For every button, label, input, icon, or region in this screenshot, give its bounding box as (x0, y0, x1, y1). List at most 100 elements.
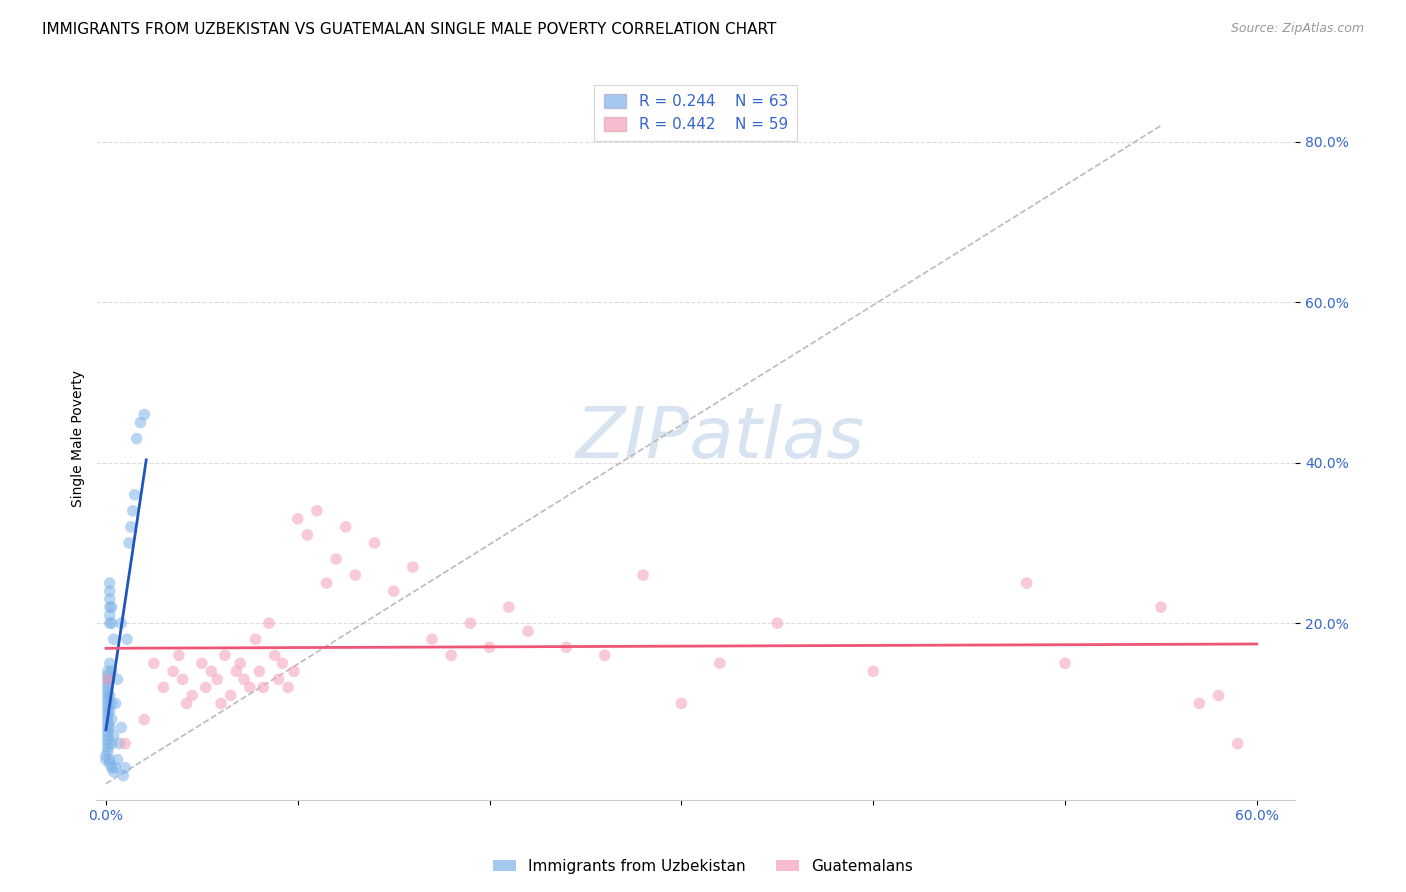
Point (257, 616, 280, 631)
Point (110, 721, 132, 735)
Point (209, 697, 232, 711)
Point (440, 648, 463, 663)
Point (593, 648, 616, 663)
Point (97, 732, 120, 747)
Point (1053, 657, 1076, 671)
Point (97, 700, 120, 714)
Point (100, 665, 122, 679)
Point (1208, 689, 1230, 703)
Point (100, 737, 122, 751)
Point (100, 600, 122, 615)
Point (200, 665, 222, 679)
Text: Source: ZipAtlas.com: Source: ZipAtlas.com (1230, 22, 1364, 36)
Point (263, 648, 285, 663)
Point (100, 616, 122, 631)
Point (97, 684, 120, 698)
Text: ZIPatlas: ZIPatlas (575, 404, 865, 473)
Legend: Immigrants from Uzbekistan, Guatemalans: Immigrants from Uzbekistan, Guatemalans (486, 853, 920, 880)
Point (555, 640, 578, 655)
Point (98, 657, 121, 671)
Point (245, 632, 267, 647)
Point (97, 729, 120, 743)
Legend: R = 0.244    N = 63, R = 0.442    N = 59: R = 0.244 N = 63, R = 0.442 N = 59 (595, 85, 797, 141)
Point (277, 681, 299, 695)
Point (114, 737, 136, 751)
Point (271, 657, 294, 671)
Point (766, 616, 789, 631)
Point (305, 504, 328, 518)
Point (94, 753, 117, 767)
Point (97, 668, 120, 682)
Point (420, 632, 443, 647)
Point (134, 713, 156, 727)
Text: IMMIGRANTS FROM UZBEKISTAN VS GUATEMALAN SINGLE MALE POVERTY CORRELATION CHART: IMMIGRANTS FROM UZBEKISTAN VS GUATEMALAN… (42, 22, 776, 37)
Point (97, 716, 120, 731)
Point (631, 568, 654, 582)
Point (97, 689, 120, 703)
Point (181, 689, 204, 703)
Point (247, 665, 270, 679)
Point (107, 753, 129, 767)
Point (335, 520, 357, 534)
Point (97, 673, 120, 687)
Point (103, 729, 125, 743)
Point (114, 761, 136, 775)
Point (97, 681, 120, 695)
Point (709, 657, 731, 671)
Point (1226, 737, 1249, 751)
Point (239, 681, 262, 695)
Point (152, 681, 174, 695)
Point (94, 748, 117, 763)
Point (283, 665, 305, 679)
Point (103, 632, 125, 647)
Point (97, 721, 120, 735)
Point (315, 576, 337, 591)
Point (98, 673, 121, 687)
Point (100, 761, 122, 775)
Point (325, 552, 347, 566)
Point (129, 416, 152, 430)
Point (97, 713, 120, 727)
Point (118, 536, 141, 550)
Point (97, 724, 120, 739)
Point (97, 665, 120, 679)
Point (110, 616, 132, 631)
Point (121, 504, 143, 518)
Point (267, 673, 290, 687)
Point (97, 697, 120, 711)
Point (191, 657, 214, 671)
Point (1150, 600, 1173, 615)
Point (671, 697, 693, 711)
Y-axis label: Single Male Poverty: Single Male Poverty (72, 370, 86, 507)
Point (100, 697, 122, 711)
Point (233, 673, 256, 687)
Point (134, 408, 156, 422)
Point (460, 616, 482, 631)
Point (229, 657, 252, 671)
Point (120, 520, 142, 534)
Point (103, 764, 125, 779)
Point (104, 761, 127, 775)
Point (97, 737, 120, 751)
Point (194, 681, 217, 695)
Point (97, 692, 120, 706)
Point (97, 705, 120, 719)
Point (98, 600, 121, 615)
Point (107, 673, 129, 687)
Point (167, 648, 190, 663)
Point (1015, 576, 1038, 591)
Point (104, 697, 127, 711)
Point (124, 488, 146, 502)
Point (115, 632, 138, 647)
Point (862, 665, 884, 679)
Point (176, 697, 198, 711)
Point (287, 512, 309, 526)
Point (97, 673, 120, 687)
Point (98, 584, 121, 599)
Point (172, 673, 194, 687)
Point (142, 657, 165, 671)
Point (205, 673, 228, 687)
Point (98, 756, 121, 771)
Point (162, 665, 184, 679)
Point (297, 528, 319, 542)
